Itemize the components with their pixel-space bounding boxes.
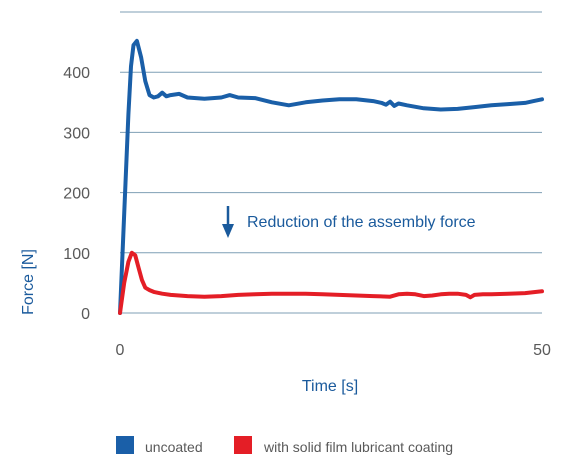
legend-swatch: [116, 436, 134, 454]
x-tick-labels: 0 50: [116, 342, 551, 359]
x-tick-label: 50: [533, 342, 551, 359]
annotation-arrow-head: [222, 224, 234, 238]
y-tick-labels: 0 100 200 300 400: [63, 65, 90, 323]
grid-lines: [120, 11, 542, 254]
y-tick-label: 200: [63, 186, 90, 203]
x-tick-label: 0: [116, 342, 125, 359]
legend: uncoated with solid film lubricant coatin…: [116, 436, 453, 455]
legend-label: with solid film lubricant coating: [263, 439, 453, 455]
legend-swatch: [234, 436, 252, 454]
legend-label: uncoated: [145, 439, 203, 455]
x-axis-title: Time [s]: [302, 378, 358, 395]
y-tick-label: 100: [63, 246, 90, 263]
y-tick-label: 0: [81, 306, 90, 323]
annotation: Reduction of the assembly force: [222, 206, 476, 238]
y-tick-label: 300: [63, 125, 90, 142]
y-tick-label: 400: [63, 65, 90, 82]
annotation-text: Reduction of the assembly force: [247, 214, 476, 231]
series-line-1: [118, 38, 544, 315]
series-line-2: [118, 250, 544, 315]
series-lines: [118, 38, 544, 315]
y-axis-title: Force [N]: [20, 249, 37, 315]
